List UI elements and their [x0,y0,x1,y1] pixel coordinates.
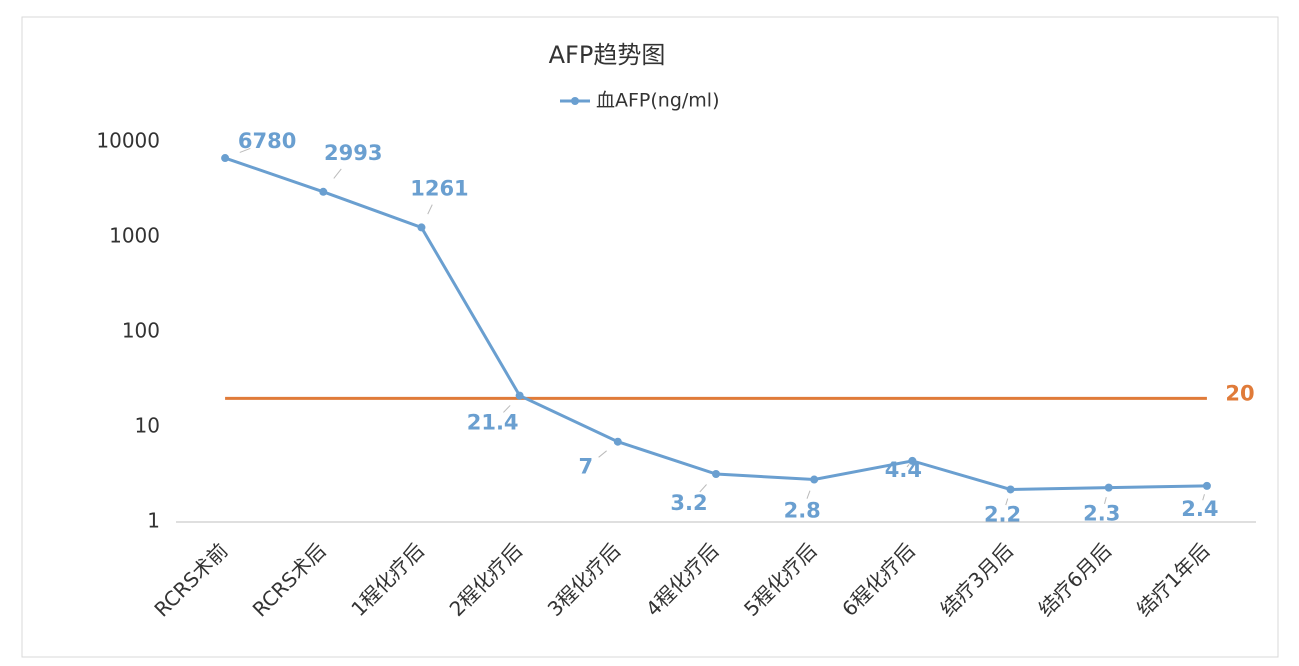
data-point [810,475,819,484]
data-point [319,187,328,196]
data-point [417,223,426,232]
leader-line [333,168,342,179]
data-point [1006,485,1015,494]
data-point [613,437,622,446]
data-point [1202,481,1211,490]
leader-line [1202,494,1205,501]
leader-line [598,450,607,458]
reference-label: 20 [1225,381,1254,405]
leader-line [503,405,511,413]
data-label: 1261 [410,176,468,200]
chart-frame [21,16,1279,658]
data-point [515,391,524,400]
leader-line [1005,498,1009,506]
data-label: 2993 [324,141,382,165]
data-point [1104,483,1113,492]
data-point [908,456,917,465]
leader-line [427,204,433,215]
y-tick-label: 10000 [96,129,160,153]
chart-title: AFP趋势图 [549,41,666,69]
data-label: 2.4 [1181,497,1218,521]
data-label: 6780 [238,129,296,153]
y-tick-label: 1000 [109,224,160,248]
leader-line [239,147,251,153]
data-label: 2.8 [784,499,821,523]
leader-line [1104,496,1107,504]
y-tick-label: 10 [135,414,160,438]
data-point [221,154,230,163]
data-label: 2.3 [1083,502,1120,526]
leader-line [906,464,910,468]
data-label: 21.4 [467,411,519,435]
legend-label: 血AFP(ng/ml) [596,90,720,112]
data-label: 7 [579,455,594,479]
data-point [712,470,720,479]
data-label: 2.2 [984,502,1021,526]
legend-marker [571,97,579,105]
y-tick-label: 1 [147,509,160,533]
data-label: 3.2 [670,491,707,515]
leader-line [806,490,811,499]
y-tick-label: 100 [122,319,160,343]
leader-line [699,484,707,493]
data-label: 4.4 [885,458,922,482]
